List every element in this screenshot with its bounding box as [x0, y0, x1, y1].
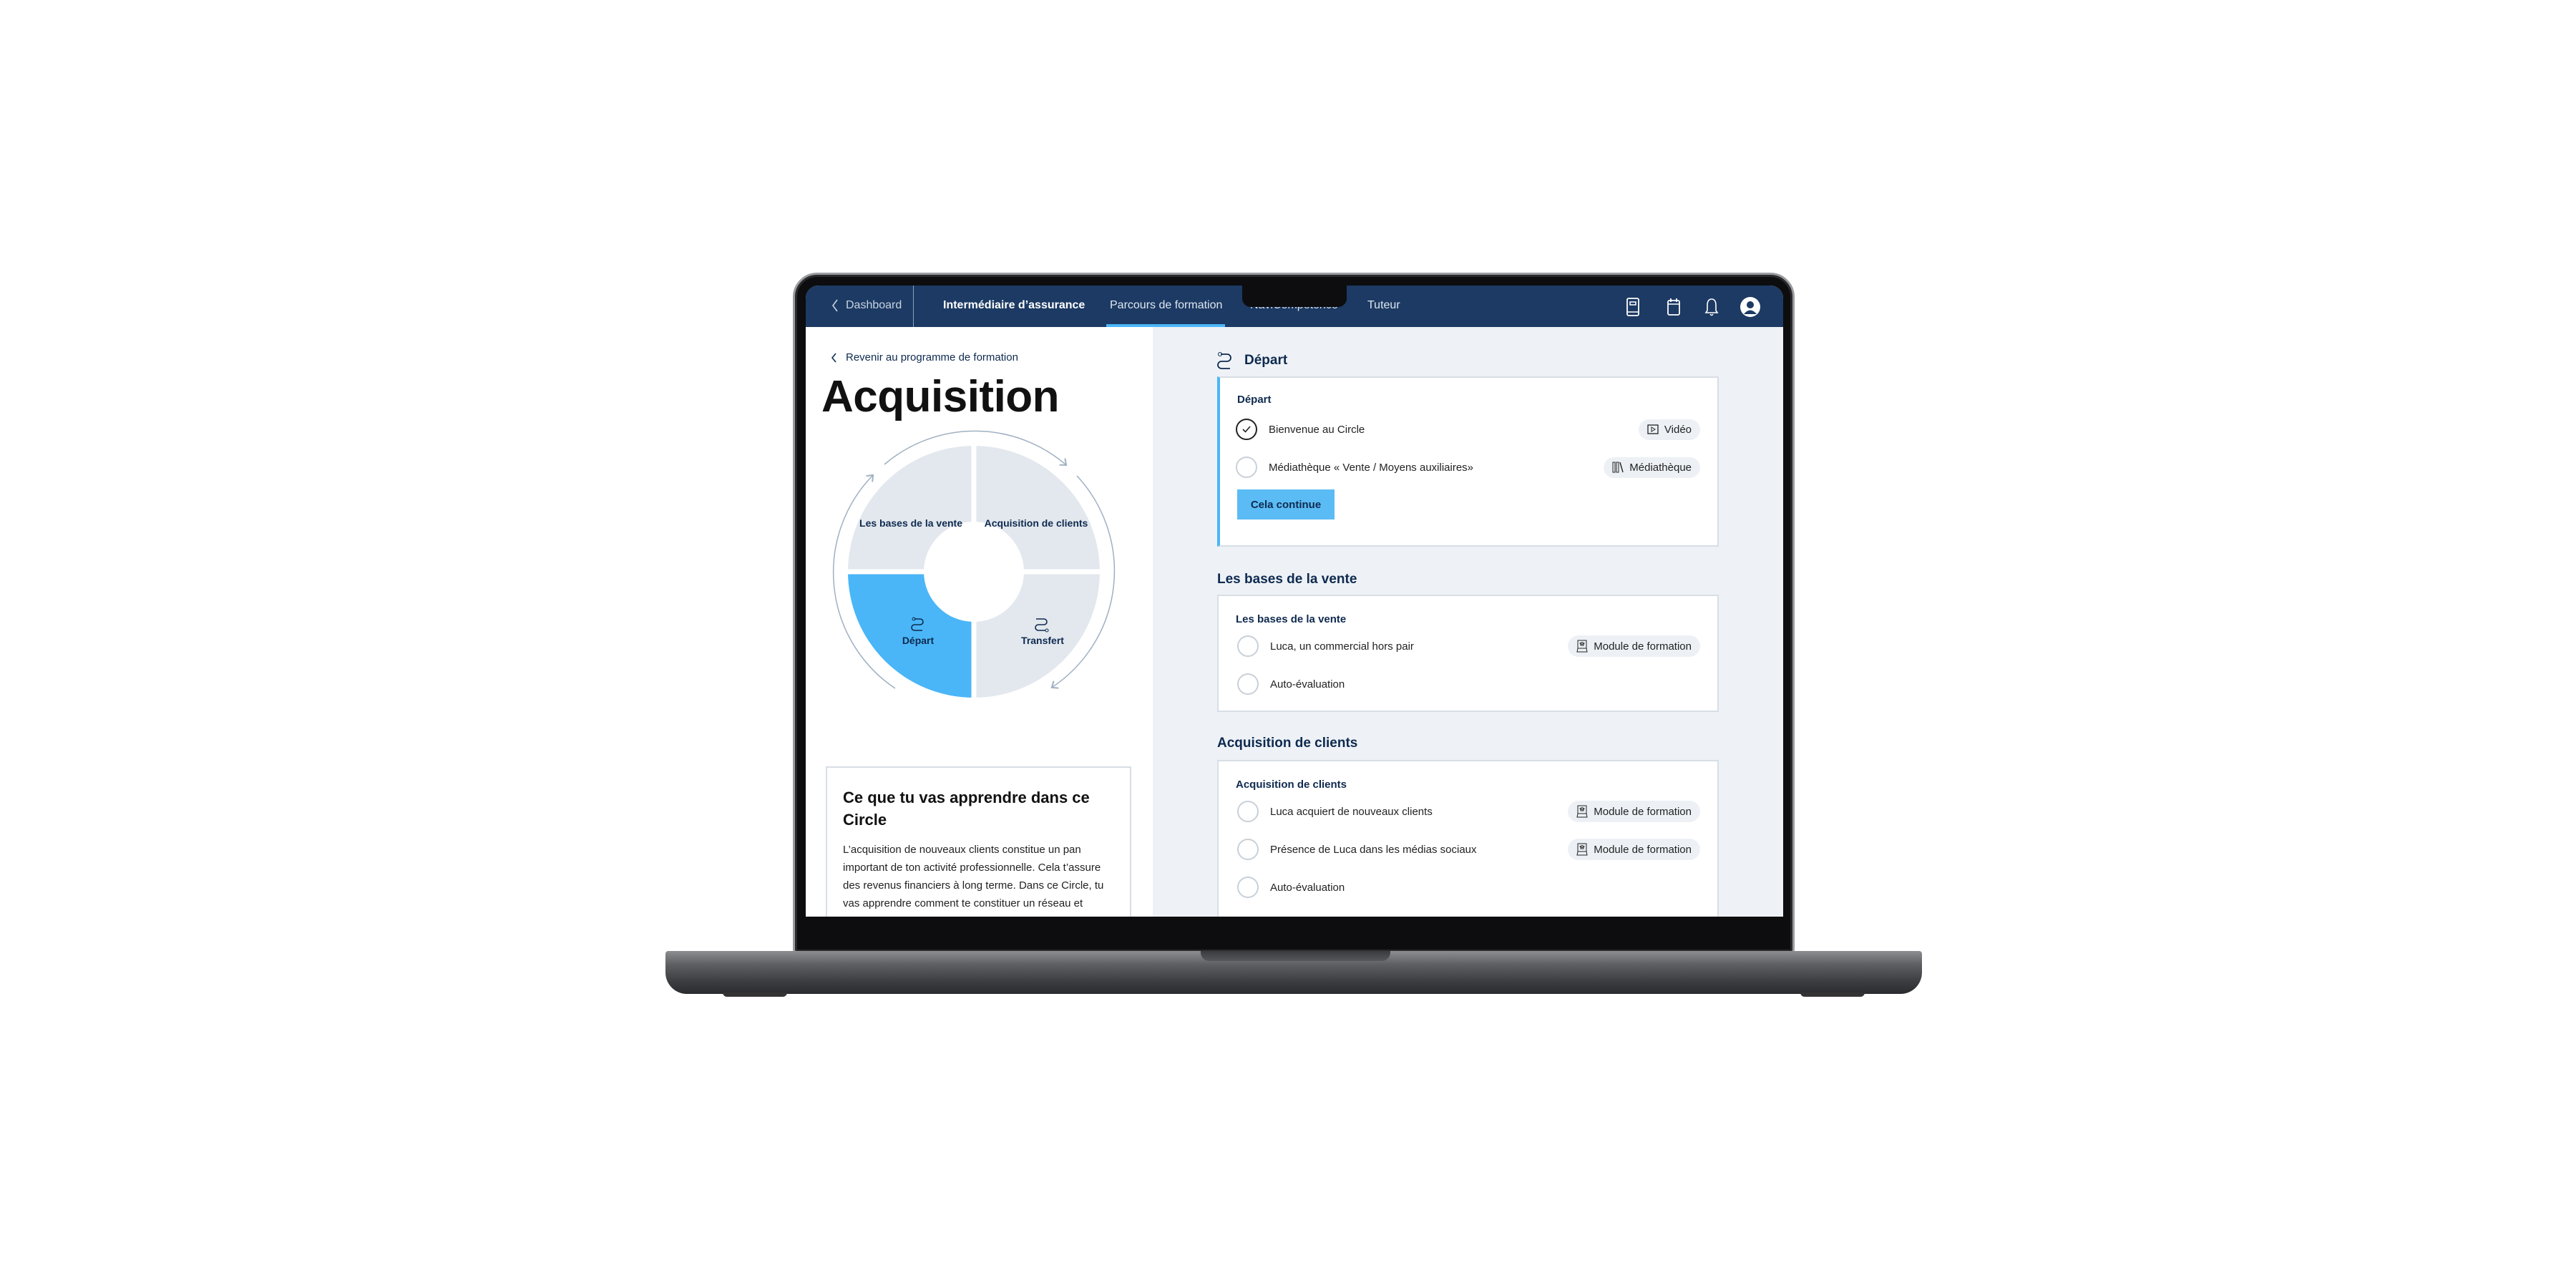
back-to-program-link[interactable]: Revenir au programme de formation — [831, 351, 1018, 364]
app-screen: Dashboard Intermédiaire d’assurance Parc… — [806, 286, 1783, 917]
item-label: Luca, un commercial hors pair — [1270, 640, 1414, 653]
tab-tuteur[interactable]: Tuteur — [1367, 299, 1400, 311]
segment-acquisition-de-clients[interactable]: Acquisition de clients — [984, 517, 1088, 529]
list-item[interactable]: Auto-évaluation — [1237, 875, 1700, 899]
empty-circle-icon[interactable] — [1237, 801, 1259, 822]
book-icon[interactable] — [1626, 297, 1640, 317]
laptop-foot — [1800, 992, 1865, 997]
segment-acquisition-de-clients-shape[interactable] — [974, 446, 1100, 572]
empty-circle-icon[interactable] — [1237, 635, 1259, 657]
route-icon — [1217, 352, 1231, 369]
chevron-left-icon — [831, 352, 836, 363]
content-type-badge: Module de formation — [1568, 635, 1700, 657]
segment-les-bases-de-la-vente-shape[interactable] — [848, 446, 974, 572]
cycle-arrow — [1050, 475, 1116, 689]
card-label: Acquisition de clients — [1236, 779, 1347, 791]
right-panel: Départ Départ Bienvenue au Circle Vidéo … — [1153, 327, 1783, 917]
circle-diagram — [832, 430, 1116, 699]
item-label: Auto-évaluation — [1270, 881, 1345, 894]
page-title: Acquisition — [821, 372, 1060, 421]
bell-icon[interactable] — [1704, 297, 1719, 317]
item-label: Luca acquiert de nouveaux clients — [1270, 805, 1433, 818]
empty-circle-icon[interactable] — [1237, 877, 1259, 898]
info-card: Ce que tu vas apprendre dans ce Circle L… — [826, 766, 1131, 917]
check-circle-icon[interactable] — [1236, 419, 1257, 440]
info-title: Ce que tu vas apprendre dans ce Circle — [843, 789, 1090, 829]
video-icon — [1647, 424, 1659, 434]
section-card-les-bases: Les bases de la vente Luca, un commercia… — [1217, 595, 1719, 712]
cycle-arrow — [884, 430, 1068, 466]
list-item[interactable]: Présence de Luca dans les médias sociaux… — [1237, 837, 1700, 862]
item-label: Présence de Luca dans les médias sociaux — [1270, 843, 1477, 856]
segment-transfert-shape[interactable] — [974, 572, 1100, 698]
avatar[interactable] — [1740, 296, 1761, 318]
dashboard-back-button[interactable]: Dashboard — [831, 299, 902, 312]
empty-circle-icon[interactable] — [1236, 457, 1257, 478]
nav-divider — [913, 286, 914, 327]
content-type-badge: Médiathèque — [1604, 457, 1700, 478]
cycle-arrow — [832, 474, 896, 689]
list-item[interactable]: Auto-évaluation — [1237, 672, 1700, 696]
dashboard-label: Dashboard — [846, 299, 902, 311]
section-heading-depart: Départ — [1217, 351, 1287, 370]
tab-parcours-de-formation[interactable]: Parcours de formation — [1110, 299, 1223, 311]
laptop-base-notch — [1201, 951, 1390, 961]
empty-circle-icon[interactable] — [1237, 673, 1259, 695]
route-icon — [911, 617, 924, 631]
nav-title: Intermédiaire d’assurance — [943, 299, 1085, 311]
chevron-left-icon — [832, 299, 838, 312]
section-heading-acquisition: Acquisition de clients — [1217, 736, 1358, 751]
left-panel: Revenir au programme de formation Acquis… — [806, 327, 1153, 917]
section-heading-les-bases: Les bases de la vente — [1217, 572, 1357, 587]
item-label: Auto-évaluation — [1270, 678, 1345, 691]
training-module-icon — [1576, 843, 1588, 856]
camera-notch — [1242, 286, 1347, 307]
route-icon — [1035, 618, 1049, 633]
list-item[interactable]: Luca, un commercial hors pair Module de … — [1237, 634, 1700, 658]
card-label: Départ — [1237, 394, 1272, 406]
section-card-acquisition: Acquisition de clients Luca acquiert de … — [1217, 760, 1719, 917]
item-label: Médiathèque « Vente / Moyens auxiliaires… — [1269, 461, 1474, 474]
item-label: Bienvenue au Circle — [1269, 423, 1365, 436]
content-type-badge: Module de formation — [1568, 839, 1700, 860]
info-body: L’acquisition de nouveaux clients consti… — [843, 844, 1104, 917]
calendar-icon[interactable] — [1667, 297, 1681, 317]
segment-depart-shape[interactable] — [848, 572, 974, 698]
content-type-badge: Module de formation — [1568, 801, 1700, 822]
active-tab-indicator — [1106, 324, 1225, 327]
training-module-icon — [1576, 805, 1588, 818]
section-title: Départ — [1244, 353, 1288, 368]
back-link-label: Revenir au programme de formation — [846, 351, 1018, 364]
empty-circle-icon[interactable] — [1237, 839, 1259, 860]
section-card-depart: Départ Bienvenue au Circle Vidéo Médiath… — [1217, 376, 1719, 547]
training-module-icon — [1576, 640, 1588, 653]
list-item[interactable]: Luca acquiert de nouveaux clients Module… — [1237, 799, 1700, 824]
card-label: Les bases de la vente — [1236, 613, 1347, 625]
laptop-foot — [723, 992, 787, 997]
content-type-badge: Vidéo — [1638, 419, 1700, 440]
library-icon — [1612, 462, 1624, 473]
segment-transfert[interactable]: Transfert — [1021, 635, 1064, 646]
list-item[interactable]: Bienvenue au Circle Vidéo — [1236, 417, 1700, 441]
list-item[interactable]: Médiathèque « Vente / Moyens auxiliaires… — [1236, 455, 1700, 479]
segment-depart[interactable]: Départ — [902, 635, 935, 646]
continue-button[interactable]: Cela continue — [1237, 489, 1335, 519]
segment-les-bases-de-la-vente[interactable]: Les bases de la vente — [859, 517, 962, 529]
circle-labels: Les bases de la vente Acquisition de cli… — [816, 414, 1131, 729]
